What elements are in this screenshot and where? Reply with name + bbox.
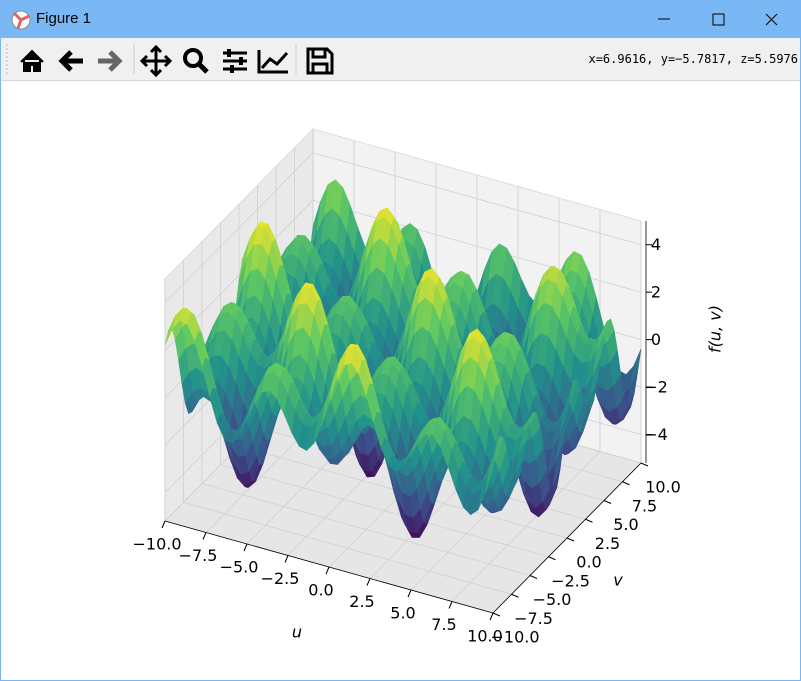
cursor-status: x=6.9616, y=−5.7817, z=5.5976: [588, 52, 798, 66]
y-tick-label: 0.0: [576, 553, 601, 572]
window-title: Figure 1: [36, 10, 92, 27]
y-tick: [566, 537, 575, 542]
y-tick: [492, 612, 501, 617]
x-tick-label: 0.0: [308, 581, 333, 600]
window-controls: [658, 13, 778, 26]
x-tick: [202, 532, 207, 540]
x-tick: [284, 555, 289, 563]
grid-line: [220, 464, 549, 558]
back-button[interactable]: [58, 50, 83, 72]
x-tick: [366, 578, 371, 586]
y-tick-label: −7.5: [514, 609, 553, 628]
title-bar: Figure 1: [1, 1, 800, 38]
grid-line: [164, 152, 314, 304]
edit-axes-button[interactable]: [257, 50, 289, 74]
forward-button[interactable]: [98, 50, 123, 72]
z-tick-label: −4: [644, 425, 668, 444]
x-tick-label: −10.0: [132, 535, 181, 554]
x-tick: [243, 543, 248, 552]
y-tick-label: 5.0: [613, 515, 638, 534]
chart: −10.0−7.5−5.0−2.50.02.55.07.510.0−10.0−7…: [132, 127, 725, 647]
save-button[interactable]: [306, 47, 334, 75]
y-tick: [511, 593, 519, 598]
toolbar: x=6.9616, y=−5.7817, z=5.5976: [1, 38, 800, 81]
app-icon: [11, 10, 31, 30]
y-tick-label: −2.5: [551, 571, 590, 590]
z-axis-label: f(u, v): [706, 305, 725, 353]
y-tick: [585, 518, 593, 523]
home-button[interactable]: [20, 49, 44, 72]
maximize-button[interactable]: [712, 13, 725, 26]
y-axis-label: v: [613, 571, 623, 590]
x-axis-label: u: [292, 623, 302, 642]
x-tick: [448, 601, 453, 609]
x-tick: [325, 566, 330, 575]
grid-line: [183, 501, 512, 595]
x-tick-label: 5.0: [390, 604, 415, 623]
z-tick-label: 2: [651, 283, 661, 302]
x-tick-label: 2.5: [349, 592, 374, 611]
x-tick-label: −5.0: [220, 558, 259, 577]
y-tick-label: 2.5: [595, 534, 620, 553]
configure-button[interactable]: [223, 51, 247, 71]
x-tick: [407, 589, 412, 598]
grid-line: [201, 483, 531, 576]
y-tick-label: 10.0: [645, 478, 681, 497]
z-tick-label: −2: [644, 378, 668, 397]
z-tick-label: 4: [651, 235, 661, 254]
y-tick-label: −5.0: [533, 590, 572, 609]
x-tick-label: 10.0: [467, 627, 503, 646]
z-tick-label: 0: [651, 330, 661, 349]
toolbar-icons: [6, 44, 334, 78]
y-tick-label: −10.0: [490, 628, 539, 647]
y-tick-label: 7.5: [632, 496, 657, 515]
x-tick: [489, 612, 494, 621]
zoom-button[interactable]: [183, 48, 203, 68]
y-tick: [548, 556, 556, 561]
y-tick: [640, 462, 649, 467]
x-tick-label: −7.5: [179, 546, 218, 565]
y-tick: [603, 500, 612, 504]
x-tick: [161, 520, 166, 529]
x-tick-label: −2.5: [261, 569, 300, 588]
y-tick: [622, 481, 630, 486]
grid-line: [312, 152, 642, 246]
surface-patch: [485, 446, 497, 494]
pan-button[interactable]: [139, 44, 173, 78]
x-tick-label: 7.5: [431, 615, 456, 634]
y-tick: [529, 575, 538, 579]
close-button[interactable]: [765, 13, 778, 26]
